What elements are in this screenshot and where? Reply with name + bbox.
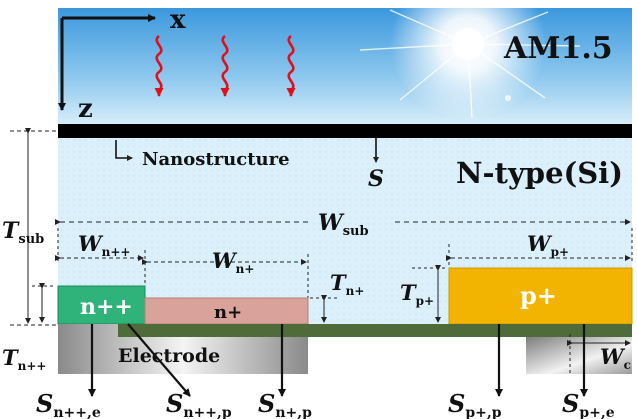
n-plus-region (144, 297, 309, 325)
photon-arrows (154, 34, 296, 97)
s-npp-p-label: Sn++,p (166, 389, 232, 419)
w-npp-label: Wn++ (78, 231, 130, 259)
material-label: N-type(Si) (456, 156, 623, 190)
w-npp-dimension (55, 250, 146, 286)
nanostructure-label: Nanostructure (142, 149, 290, 170)
nanostructure-pointer (115, 140, 133, 161)
sun-glow (390, 0, 546, 122)
w-sub-label: Wsub (318, 210, 369, 239)
s-label: S (368, 166, 384, 192)
electrode-label: Electrode (118, 345, 220, 367)
t-pp-dimension (412, 265, 447, 323)
w-c-dimension (567, 334, 631, 374)
s-pp-e-label: Sp+,e (562, 389, 615, 419)
left-electrode-cover (118, 324, 308, 337)
photon-arrow (286, 34, 296, 97)
photon-arrow (154, 34, 164, 97)
recombination-arrows (88, 323, 588, 397)
t-pp-label: Tp+ (400, 280, 434, 308)
coordinate-axes (58, 14, 156, 111)
n-plus-label: n+ (214, 302, 242, 323)
t-npp-label: Tn++ (2, 345, 46, 373)
sun-rays (359, 9, 581, 119)
photon-arrow (220, 34, 230, 97)
w-np-dimension (142, 254, 309, 298)
s-npp-p-arrow (127, 323, 191, 397)
s-npp-e-label: Sn++,e (36, 389, 101, 419)
w-pp-label: Wp+ (527, 231, 569, 259)
sky-background (58, 8, 632, 124)
nanostructure-layer (58, 124, 632, 138)
w-np-label: Wn+ (212, 248, 254, 276)
t-sub-dimension (10, 128, 56, 326)
n-plus-plus-label: n++ (80, 294, 133, 320)
t-np-label: Tn+ (330, 270, 364, 298)
s-np-p-label: Sn+,p (258, 389, 312, 419)
t-npp-dimension (32, 283, 56, 323)
p-plus-label: p+ (520, 281, 557, 310)
w-c-label: Wc (600, 344, 631, 372)
spectrum-label: AM1.5 (503, 31, 613, 66)
t-sub-label: Tsub (2, 218, 44, 247)
s-pp-p-label: Sp+,p (448, 389, 502, 419)
lens-flare (505, 95, 511, 101)
p-plus-region (448, 267, 633, 325)
w-pp-dimension (446, 244, 631, 268)
axis-x-label: x (170, 5, 186, 35)
w-sub-dimension (55, 219, 633, 262)
t-np-dimension (310, 295, 340, 323)
axis-z-label: z (78, 94, 93, 124)
